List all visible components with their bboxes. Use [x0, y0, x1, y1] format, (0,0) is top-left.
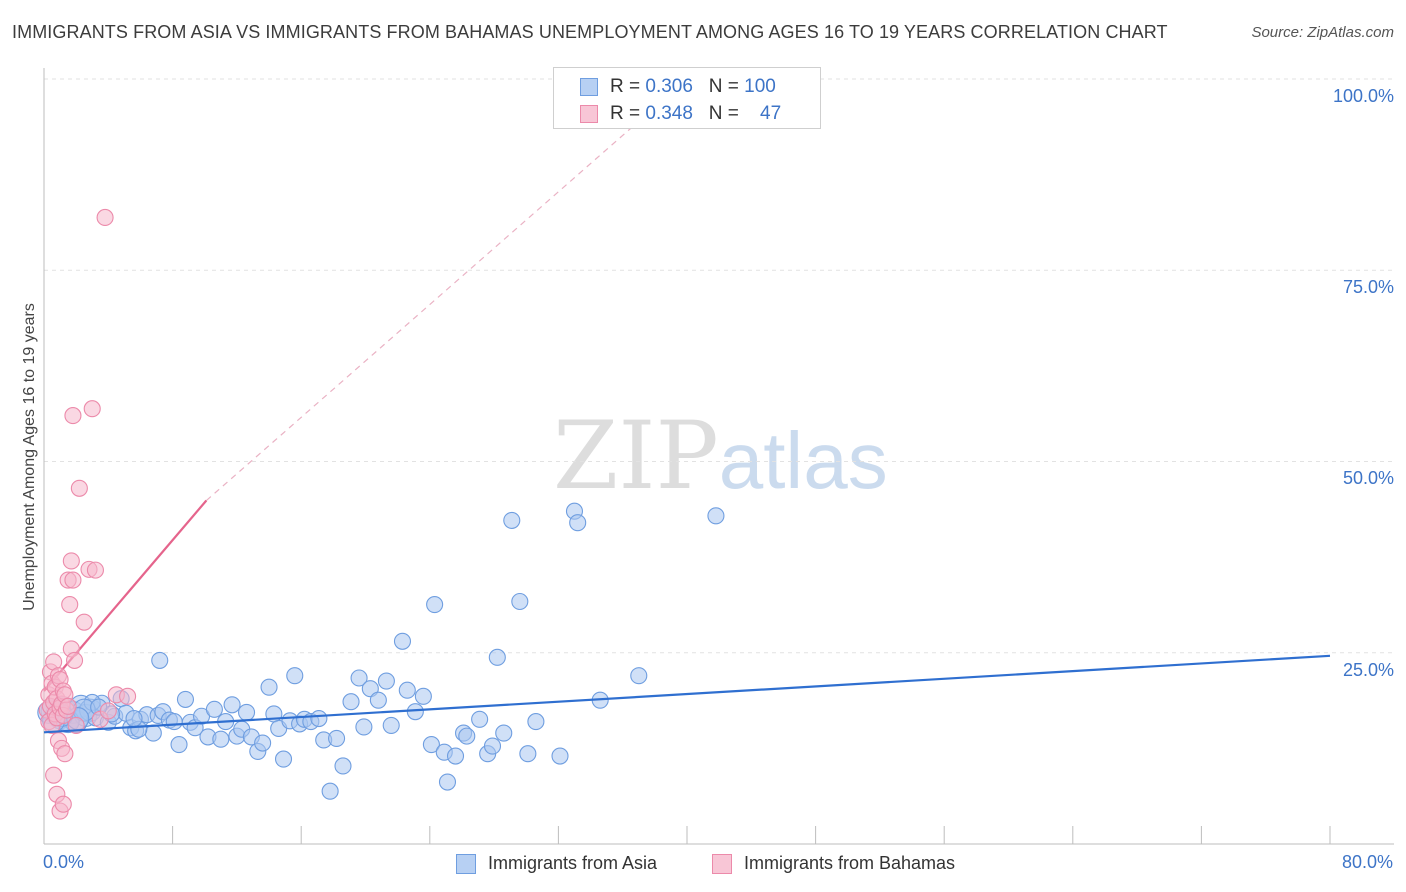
asia-point-70: [446, 747, 465, 765]
asia-point-20: [144, 724, 162, 742]
asia-trend-line: [43, 654, 1331, 734]
bahamas-point-34: [75, 613, 93, 631]
asia-point-72: [458, 727, 476, 745]
asia-point-82: [551, 747, 569, 765]
asia-point-61: [382, 716, 400, 734]
asia-point-54: [334, 757, 352, 775]
asia-point-73: [471, 710, 489, 728]
asia-point-80: [519, 745, 537, 763]
asia-point-50: [310, 709, 328, 728]
bahamas-point-37: [86, 561, 104, 579]
bahamas-point-46: [119, 687, 137, 705]
bahamas-n-label: N =: [708, 103, 739, 124]
asia-points: [37, 502, 725, 800]
asia-point-76: [488, 648, 506, 666]
bahamas-swatch: [580, 105, 598, 123]
asia-point-26: [176, 690, 195, 708]
asia-point-93: [151, 651, 169, 669]
asia-n-label: N =: [708, 76, 739, 97]
asia-point-37: [237, 703, 256, 721]
y-tick-label-100: 100.0%: [1332, 86, 1394, 106]
bahamas-r-label: R =: [610, 103, 641, 124]
asia-n-value: 100: [744, 76, 776, 97]
y-tick-label-75: 75.0%: [1342, 277, 1394, 297]
asia-point-62: [393, 632, 412, 650]
asia-point-55: [342, 693, 360, 711]
asia-point-84: [569, 514, 587, 532]
bahamas-point-30: [64, 571, 82, 589]
asia-point-75: [483, 737, 502, 755]
bahamas-point-26: [61, 596, 79, 614]
watermark-zip: ZIP: [553, 402, 719, 511]
asia-legend-label: Immigrants from Asia: [488, 853, 658, 873]
asia-point-78: [503, 511, 521, 529]
asia-point-52: [321, 782, 339, 800]
asia-point-79: [511, 592, 529, 611]
chart-title: IMMIGRANTS FROM ASIA VS IMMIGRANTS FROM …: [12, 22, 1168, 42]
x-tick-label-min: 0.0%: [43, 852, 85, 872]
bahamas-point-22: [56, 745, 74, 763]
asia-point-53: [328, 729, 346, 747]
asia-point-44: [274, 750, 293, 768]
asia-point-67: [426, 596, 444, 614]
asia-point-66: [422, 735, 440, 754]
asia-point-57: [355, 718, 373, 736]
x-tick-label-max: 80.0%: [1341, 852, 1393, 872]
bahamas-point-27: [62, 552, 80, 570]
asia-point-63: [398, 681, 416, 699]
bahamas-trend-extension: [205, 78, 688, 501]
stats-legend: R = 0.306 N = 100 R = 0.348 N = 47: [553, 67, 821, 129]
bahamas-r-value: 0.348: [645, 103, 693, 124]
asia-point-32: [212, 730, 230, 748]
asia-point-56: [350, 669, 368, 687]
zipatlas-watermark: ZIPatlas: [553, 402, 888, 511]
asia-point-34: [223, 696, 241, 714]
asia-point-65: [414, 687, 432, 705]
bahamas-point-24: [59, 697, 77, 715]
bahamas-point-40: [99, 702, 117, 720]
watermark-atlas: atlas: [718, 416, 888, 505]
asia-point-24: [165, 713, 183, 731]
y-tick-label-50: 50.0%: [1342, 468, 1394, 488]
bahamas-legend-swatch: [712, 854, 732, 874]
bahamas-point-36: [83, 400, 101, 418]
asia-point-81: [527, 713, 545, 731]
asia-point-31: [205, 700, 223, 718]
asia-point-69: [438, 773, 457, 791]
bahamas-legend-label: Immigrants from Bahamas: [744, 853, 956, 873]
asia-legend-swatch: [456, 854, 476, 874]
asia-point-87: [707, 507, 725, 525]
bahamas-point-45: [54, 795, 72, 813]
asia-point-60: [377, 672, 395, 690]
bahamas-point-39: [96, 208, 114, 227]
y-tick-label-25: 25.0%: [1342, 660, 1394, 680]
bahamas-point-42: [45, 766, 63, 784]
asia-point-40: [254, 734, 272, 752]
asia-point-25: [170, 735, 188, 754]
gridlines: [44, 78, 1394, 654]
y-axis-label: Unemployment Among Ages 16 to 19 years: [21, 303, 38, 611]
asia-point-77: [495, 724, 513, 742]
asia-r-label: R =: [610, 76, 641, 97]
asia-point-46: [286, 667, 304, 685]
bahamas-point-29: [64, 407, 82, 425]
trend-lines: [43, 78, 688, 692]
asia-r-value: 0.306: [645, 76, 693, 97]
bahamas-point-31: [65, 651, 84, 669]
asia-point-99: [125, 709, 143, 728]
asia-point-86: [630, 667, 648, 685]
bahamas-n-value: 47: [760, 103, 782, 124]
bahamas-points: [38, 208, 137, 820]
bahamas-point-33: [70, 479, 88, 497]
source-credit: Source: ZipAtlas.com: [1251, 24, 1394, 41]
asia-point-41: [260, 678, 278, 696]
asia-swatch: [580, 78, 598, 96]
asia-point-59: [369, 691, 387, 709]
